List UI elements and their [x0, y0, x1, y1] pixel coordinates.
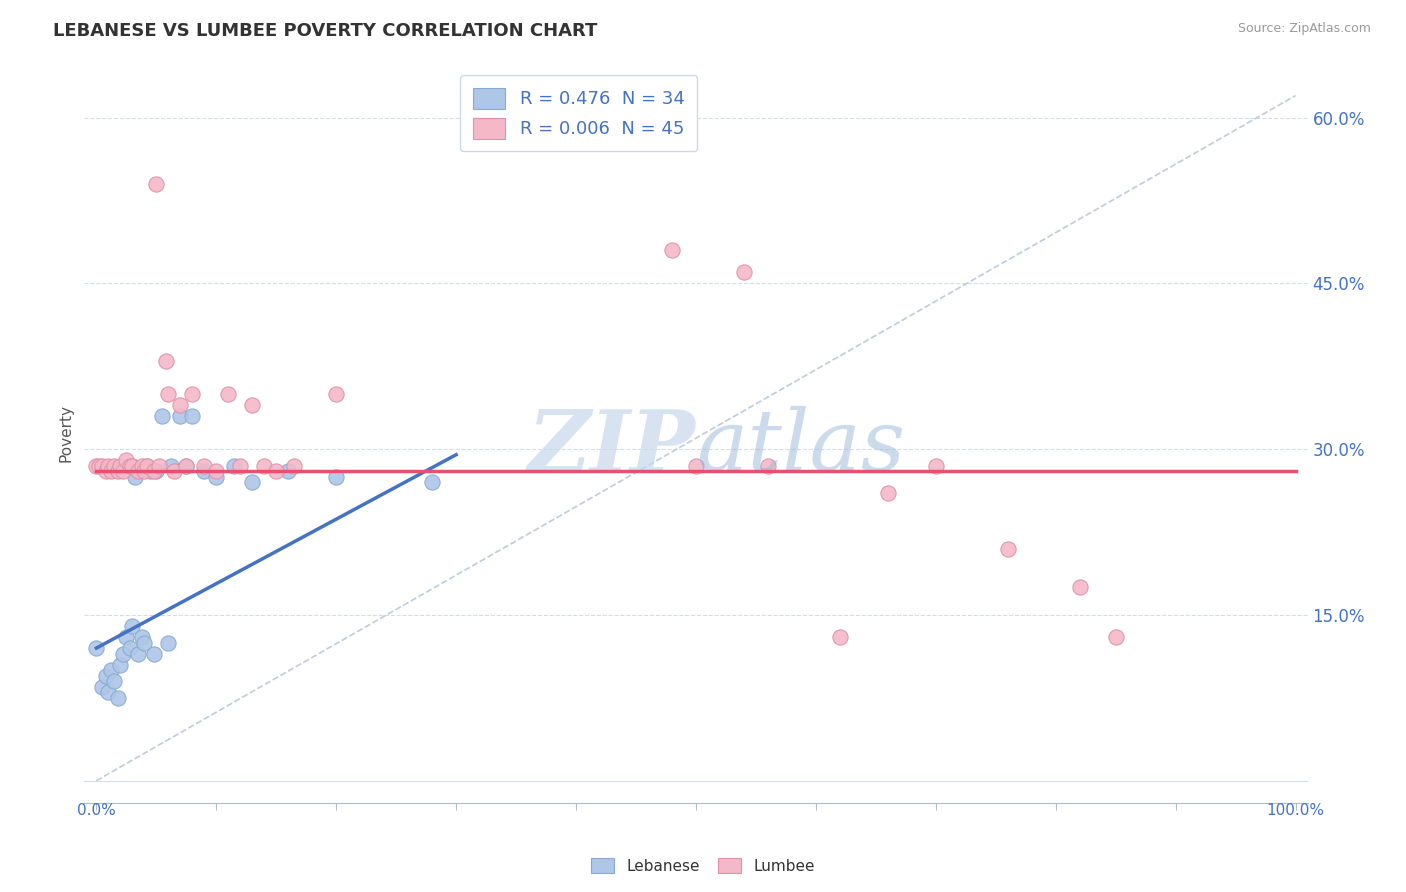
- Point: [135, 458, 157, 473]
- Point: [150, 409, 173, 423]
- Point: [145, 177, 167, 191]
- Point: [91, 680, 114, 694]
- Y-axis label: Poverty: Poverty: [58, 403, 73, 462]
- Point: [876, 486, 898, 500]
- Point: [107, 464, 129, 478]
- Point: [118, 458, 141, 473]
- Point: [205, 464, 228, 478]
- Text: LEBANESE VS LUMBEE POVERTY CORRELATION CHART: LEBANESE VS LUMBEE POVERTY CORRELATION C…: [53, 22, 598, 40]
- Point: [283, 458, 305, 473]
- Point: [159, 458, 181, 473]
- Point: [163, 464, 186, 478]
- Text: 0.0%: 0.0%: [77, 803, 115, 818]
- Point: [217, 387, 239, 401]
- Point: [229, 458, 252, 473]
- Point: [205, 470, 228, 484]
- Point: [135, 458, 157, 473]
- Point: [115, 630, 138, 644]
- Point: [1105, 630, 1128, 644]
- Point: [100, 464, 122, 478]
- Point: [134, 635, 156, 649]
- Point: [118, 641, 141, 656]
- Point: [121, 458, 143, 473]
- Point: [121, 458, 143, 473]
- Point: [121, 619, 143, 633]
- Text: 100.0%: 100.0%: [1267, 803, 1324, 818]
- Legend: Lebanese, Lumbee: Lebanese, Lumbee: [585, 852, 821, 880]
- Point: [91, 458, 114, 473]
- Point: [107, 690, 129, 705]
- Point: [131, 630, 153, 644]
- Point: [145, 464, 167, 478]
- Point: [828, 630, 851, 644]
- Point: [193, 458, 215, 473]
- Point: [174, 458, 197, 473]
- Point: [142, 647, 165, 661]
- Point: [86, 641, 108, 656]
- Point: [224, 458, 246, 473]
- Point: [94, 464, 117, 478]
- Point: [169, 398, 191, 412]
- Point: [733, 265, 755, 279]
- Point: [142, 464, 165, 478]
- Point: [325, 470, 347, 484]
- Point: [94, 669, 117, 683]
- Text: Source: ZipAtlas.com: Source: ZipAtlas.com: [1237, 22, 1371, 36]
- Point: [181, 387, 204, 401]
- Point: [155, 353, 177, 368]
- Point: [253, 458, 276, 473]
- Point: [97, 685, 120, 699]
- Point: [925, 458, 948, 473]
- Point: [87, 458, 110, 473]
- Point: [193, 464, 215, 478]
- Point: [111, 647, 134, 661]
- Point: [240, 398, 263, 412]
- Point: [997, 541, 1019, 556]
- Point: [97, 458, 120, 473]
- Point: [124, 470, 146, 484]
- Legend: R = 0.476  N = 34, R = 0.006  N = 45: R = 0.476 N = 34, R = 0.006 N = 45: [460, 75, 697, 151]
- Point: [115, 453, 138, 467]
- Point: [264, 464, 287, 478]
- Point: [100, 663, 122, 677]
- Point: [277, 464, 299, 478]
- Point: [111, 464, 134, 478]
- Text: ZIP: ZIP: [529, 406, 696, 489]
- Point: [86, 458, 108, 473]
- Point: [139, 464, 162, 478]
- Text: atlas: atlas: [696, 406, 905, 489]
- Point: [103, 458, 125, 473]
- Point: [685, 458, 707, 473]
- Point: [661, 244, 683, 258]
- Point: [110, 657, 132, 672]
- Point: [127, 464, 149, 478]
- Point: [127, 647, 149, 661]
- Point: [240, 475, 263, 490]
- Point: [131, 458, 153, 473]
- Point: [169, 409, 191, 423]
- Point: [157, 635, 180, 649]
- Point: [148, 458, 170, 473]
- Point: [420, 475, 443, 490]
- Point: [325, 387, 347, 401]
- Point: [181, 409, 204, 423]
- Point: [756, 458, 779, 473]
- Point: [1069, 580, 1091, 594]
- Point: [134, 464, 156, 478]
- Point: [110, 458, 132, 473]
- Point: [103, 674, 125, 689]
- Point: [174, 458, 197, 473]
- Point: [157, 387, 180, 401]
